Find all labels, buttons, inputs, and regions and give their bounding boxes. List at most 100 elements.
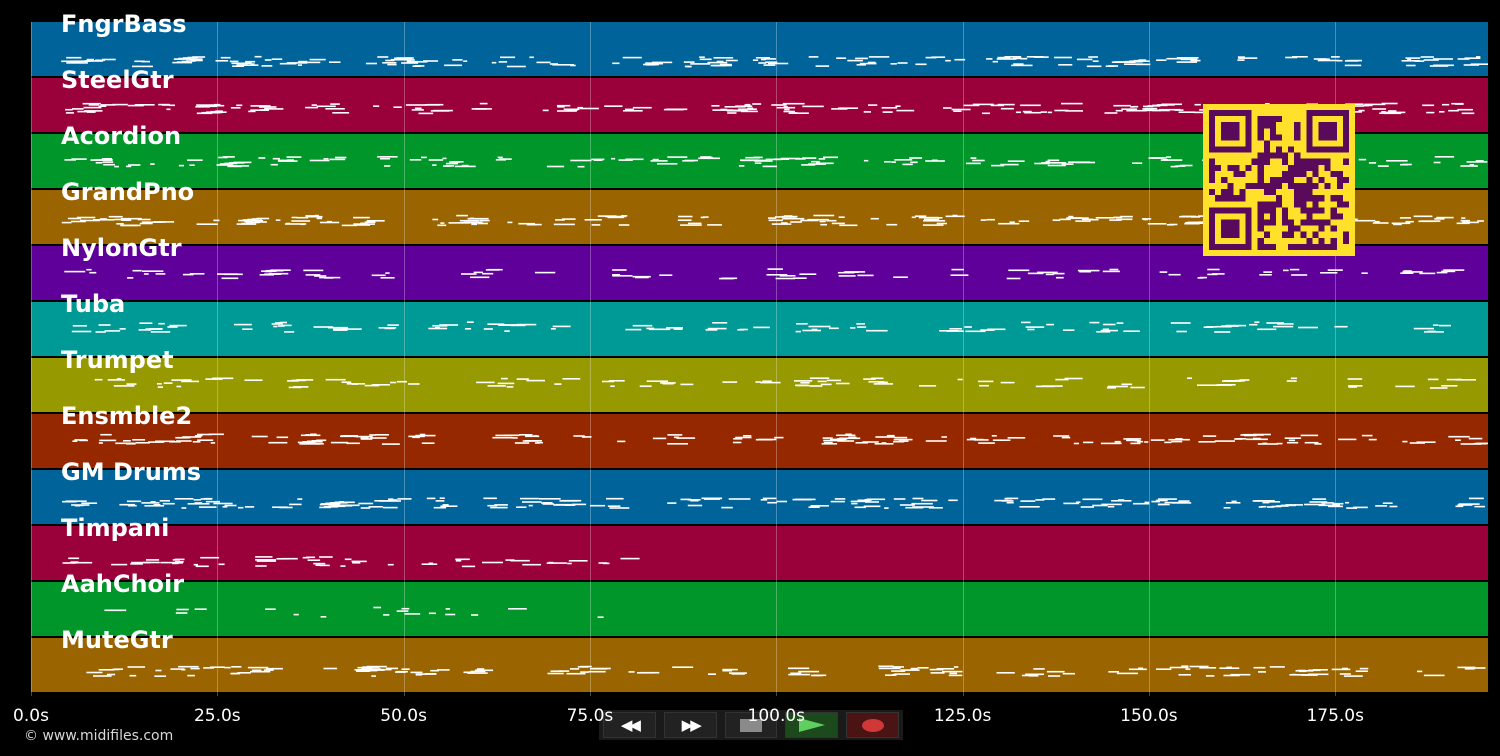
note-mark xyxy=(216,164,234,166)
note-mark xyxy=(161,104,170,106)
note-mark xyxy=(1254,321,1260,323)
piano-roll-timeline[interactable]: FngrBass SteelGtr Acordion GrandPno NylonGtr… xyxy=(31,10,1488,696)
note-mark xyxy=(779,275,796,277)
note-mark xyxy=(437,224,447,227)
note-mark xyxy=(568,560,588,562)
note-mark xyxy=(1022,110,1032,113)
note-mark xyxy=(1025,326,1045,328)
track-lane[interactable]: Ensmble2 xyxy=(31,402,1488,468)
note-mark xyxy=(516,506,527,508)
note-mark xyxy=(410,671,423,674)
note-mark xyxy=(428,562,434,565)
track-name: SteelGtr xyxy=(61,66,174,94)
note-mark xyxy=(327,326,348,329)
note-mark xyxy=(925,56,937,59)
note-mark xyxy=(552,64,574,66)
note-mark xyxy=(952,214,958,217)
note-mark xyxy=(194,502,203,504)
note-mark xyxy=(1029,675,1039,677)
note-mark xyxy=(741,110,758,113)
note-mark xyxy=(597,215,617,217)
note-mark xyxy=(500,324,522,326)
note-mark xyxy=(463,60,468,62)
note-mark xyxy=(373,606,382,609)
note-mark xyxy=(215,110,223,112)
note-mark xyxy=(1436,271,1448,274)
rewind-button[interactable]: ◀◀ xyxy=(603,712,656,738)
note-mark xyxy=(1475,160,1484,162)
note-mark xyxy=(1405,57,1421,59)
track-lane[interactable]: FngrBass xyxy=(31,10,1488,76)
note-mark xyxy=(178,164,184,167)
note-mark xyxy=(1169,666,1189,669)
note-mark xyxy=(722,669,733,672)
note-mark xyxy=(771,223,792,225)
note-mark xyxy=(930,672,945,674)
track-lane[interactable]: GM Drums xyxy=(31,458,1488,524)
note-mark xyxy=(758,62,767,64)
note-mark xyxy=(98,105,107,107)
note-mark xyxy=(176,608,189,611)
note-mark xyxy=(215,60,229,62)
note-mark xyxy=(1368,162,1377,164)
note-mark xyxy=(259,109,269,111)
note-mark xyxy=(487,504,498,507)
note-mark xyxy=(774,436,784,439)
note-mark xyxy=(704,498,720,500)
track-lane[interactable]: Tuba xyxy=(31,290,1488,356)
note-mark xyxy=(1336,59,1343,62)
track-lane[interactable]: AahChoir xyxy=(31,570,1488,636)
note-mark xyxy=(233,161,252,164)
note-mark xyxy=(765,61,778,63)
note-mark xyxy=(747,107,754,109)
stop-button[interactable] xyxy=(724,712,778,738)
note-mark xyxy=(790,672,802,675)
track-notes xyxy=(86,665,1486,677)
note-mark xyxy=(353,223,375,225)
note-mark xyxy=(897,62,908,64)
note-mark xyxy=(445,608,451,610)
note-mark xyxy=(1035,499,1045,501)
note-mark xyxy=(210,666,225,668)
play-button[interactable] xyxy=(785,712,839,738)
note-mark xyxy=(401,62,419,64)
note-mark xyxy=(1347,378,1363,380)
track-lane[interactable]: MuteGtr xyxy=(31,626,1488,692)
note-mark xyxy=(561,499,582,502)
note-mark xyxy=(200,498,212,500)
note-mark xyxy=(728,498,751,500)
track-name: Tuba xyxy=(61,290,126,318)
note-mark xyxy=(1314,443,1322,445)
note-mark xyxy=(172,61,193,64)
note-mark xyxy=(80,219,100,222)
note-mark xyxy=(754,162,762,164)
note-mark xyxy=(943,107,952,109)
note-mark xyxy=(353,216,370,219)
note-mark xyxy=(368,506,383,508)
note-mark xyxy=(1225,502,1241,504)
note-mark xyxy=(314,443,324,445)
note-mark xyxy=(1249,323,1258,326)
note-mark xyxy=(360,222,368,225)
note-mark xyxy=(451,161,464,163)
note-mark xyxy=(850,500,869,503)
note-mark xyxy=(1214,440,1235,442)
fast-forward-button[interactable]: ▶▶ xyxy=(663,712,717,738)
note-mark xyxy=(1466,161,1488,163)
record-button[interactable] xyxy=(846,712,899,738)
time-tick-label: 175.0s xyxy=(1306,706,1364,726)
note-mark xyxy=(415,434,436,437)
note-mark xyxy=(678,215,693,218)
note-mark xyxy=(667,502,677,504)
note-mark xyxy=(1164,441,1172,444)
note-mark xyxy=(1358,158,1367,161)
note-mark xyxy=(628,671,635,673)
note-mark xyxy=(666,327,683,329)
track-lane[interactable]: Timpani xyxy=(31,514,1488,580)
note-mark xyxy=(764,58,776,60)
note-mark xyxy=(224,666,231,669)
track-lane[interactable]: Trumpet xyxy=(31,346,1488,412)
note-mark xyxy=(821,443,838,445)
note-mark xyxy=(437,669,450,671)
note-mark xyxy=(1071,217,1089,219)
